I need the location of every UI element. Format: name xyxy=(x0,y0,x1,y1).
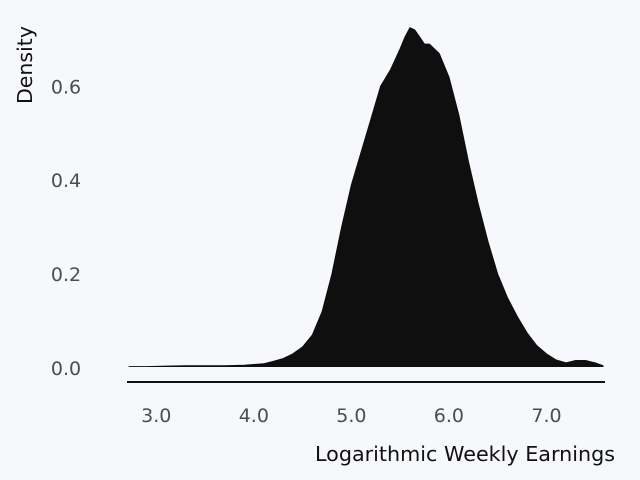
x-tick-label: 4.0 xyxy=(239,405,269,427)
x-tick-label: 7.0 xyxy=(531,405,561,427)
y-axis-title: Density xyxy=(13,26,37,104)
x-tick-labels: 3.0 4.0 5.0 6.0 7.0 xyxy=(141,405,561,427)
y-tick-label: 0.6 xyxy=(51,76,81,98)
x-tick-label: 3.0 xyxy=(141,405,171,427)
x-tick-label: 6.0 xyxy=(434,405,464,427)
x-axis-title: Logarithmic Weekly Earnings xyxy=(315,442,615,466)
y-tick-labels: 0.0 0.2 0.4 0.6 xyxy=(51,76,81,380)
y-tick-label: 0.4 xyxy=(51,170,81,192)
x-tick-label: 5.0 xyxy=(336,405,366,427)
y-tick-label: 0.0 xyxy=(51,358,81,380)
y-tick-label: 0.2 xyxy=(51,264,81,286)
density-area xyxy=(128,27,604,369)
